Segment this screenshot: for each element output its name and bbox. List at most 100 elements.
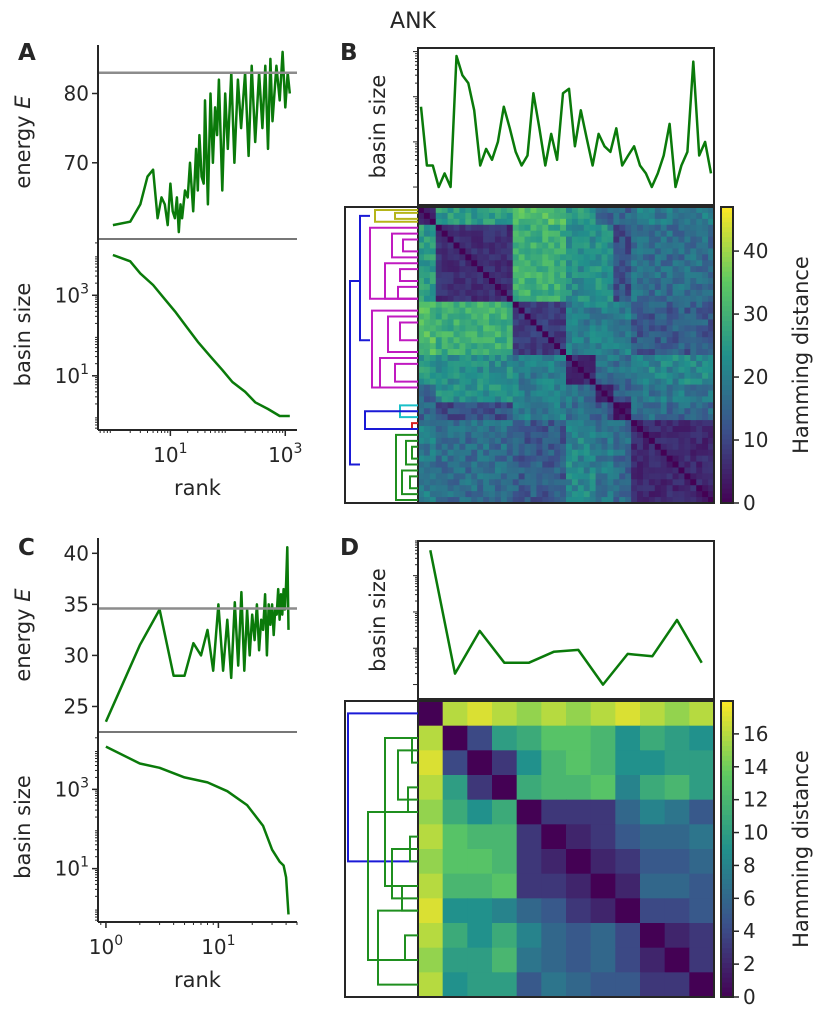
- panel-b-heatmap-cell: [530, 414, 537, 421]
- panel-d-colorbar-segment: [721, 834, 733, 840]
- panel-b-heatmap-cell: [459, 420, 466, 427]
- panel-b-heatmap-cell: [447, 449, 455, 457]
- panel-b-heatmap-cell: [566, 272, 573, 279]
- panel-b-heatmap-cell: [524, 260, 532, 267]
- panel-b-heatmap-cell: [441, 396, 449, 403]
- panel-b-heatmap-cell: [637, 378, 644, 386]
- panel-b-heatmap-cell: [571, 289, 579, 297]
- panel-b-heatmap-cell: [441, 266, 449, 273]
- panel-b-heatmap-cell: [435, 236, 443, 244]
- panel-b-heatmap-cell: [625, 431, 632, 439]
- panel-b-heatmap-cell: [548, 283, 555, 291]
- panel-b-heatmap-cell: [654, 437, 662, 445]
- panel-b-heatmap-cell: [660, 473, 668, 480]
- panel-b-heatmap-cell: [489, 289, 496, 297]
- panel-b-heatmap-cell: [423, 443, 431, 451]
- panel-b-heatmap-cell: [654, 449, 662, 457]
- panel-b-heatmap-cell: [500, 254, 508, 261]
- panel-b-heatmap-cell: [619, 272, 626, 279]
- panel-b-heatmap-cell: [631, 461, 638, 469]
- panel-b-heatmap-cell: [471, 307, 478, 315]
- panel-b-heatmap-cell: [471, 473, 478, 480]
- panel-b-heatmap-cell: [471, 372, 478, 380]
- panel-b-heatmap-cell: [583, 218, 591, 226]
- panel-b-heatmap-cell: [666, 473, 674, 480]
- panel-d-heatmap-cell: [664, 947, 690, 973]
- panel-b-heatmap-cell: [678, 266, 685, 273]
- panel-b-colorbar-tick-label: 10: [743, 428, 768, 452]
- panel-b-heatmap-cell: [654, 313, 662, 321]
- panel-b-heatmap-cell: [447, 461, 455, 469]
- panel-b-heatmap-cell: [435, 437, 443, 445]
- panel-b-heatmap-cell: [465, 497, 472, 504]
- panel-d-colorbar-segment: [721, 701, 733, 707]
- panel-b-heatmap-cell: [524, 248, 532, 255]
- panel-b-heatmap-cell: [601, 313, 609, 321]
- panel-b-heatmap-cell: [447, 485, 455, 492]
- panel-d-heatmap-cell: [516, 775, 542, 801]
- panel-d-heatmap-cell: [615, 725, 641, 751]
- panel-b-heatmap-cell: [483, 414, 490, 421]
- panel-b-heatmap-cell: [494, 390, 502, 398]
- panel-d-heatmap-cell: [664, 725, 690, 751]
- panel-b-heatmap-cell: [589, 414, 597, 421]
- panel-b-heatmap-cell: [441, 360, 449, 368]
- panel-b-heatmap-cell: [566, 242, 573, 250]
- panel-b-heatmap-cell: [477, 467, 484, 474]
- panel-b-heatmap-cell: [548, 266, 555, 273]
- panel-b-heatmap-cell: [530, 408, 537, 415]
- panel-b-heatmap-cell: [536, 331, 543, 338]
- panel-b-heatmap-cell: [512, 467, 520, 474]
- panel-b-heatmap-cell: [637, 473, 644, 480]
- panel-b-heatmap-cell: [666, 325, 674, 332]
- panel-b-heatmap-cell: [690, 366, 697, 374]
- panel-b-heatmap-cell: [418, 360, 425, 368]
- panel-b-heatmap-cell: [660, 260, 668, 267]
- panel-b-heatmap-cell: [654, 402, 662, 409]
- panel-b-heatmap-cell: [625, 437, 632, 445]
- panel-b-heatmap-cell: [542, 431, 549, 439]
- panel-b-heatmap-cell: [619, 408, 626, 415]
- panel-b-heatmap-cell: [483, 431, 490, 439]
- panel-b-heatmap-cell: [453, 266, 461, 273]
- panel-b-heatmap-cell: [423, 307, 431, 315]
- panel-b-heatmap-cell: [577, 254, 585, 261]
- panel-b-heatmap-cell: [423, 467, 431, 474]
- panel-b-heatmap-cell: [708, 343, 715, 350]
- panel-b-heatmap-cell: [631, 278, 638, 285]
- panel-b-heatmap-cell: [672, 360, 680, 368]
- panel-b-heatmap-cell: [441, 307, 449, 315]
- panel-b-heatmap-cell: [637, 337, 644, 344]
- panel-b-heatmap-cell: [631, 289, 638, 297]
- panel-b-heatmap-cell: [429, 491, 437, 498]
- panel-d-heatmap-cell: [615, 873, 641, 899]
- panel-b-heatmap-cell: [708, 426, 715, 433]
- panel-b-heatmap-cell: [613, 272, 620, 279]
- panel-b-colorbar-segment: [721, 261, 733, 267]
- panel-b-heatmap-cell: [601, 218, 609, 226]
- panel-b-heatmap-cell: [637, 420, 644, 427]
- panel-b-heatmap-cell: [648, 224, 656, 232]
- panel-b-heatmap-cell: [483, 278, 490, 285]
- panel-b-heatmap-cell: [708, 437, 715, 445]
- panel-d-heatmap-cell: [516, 824, 542, 850]
- panel-b-heatmap-cell: [666, 254, 674, 261]
- panel-b-heatmap-cell: [500, 384, 508, 392]
- panel-b-heatmap-cell: [613, 218, 620, 226]
- panel-b-heatmap-cell: [500, 366, 508, 374]
- panel-d-heatmap-cell: [566, 775, 592, 801]
- panel-b-heatmap-cell: [577, 473, 585, 480]
- panel-b-heatmap-cell: [660, 479, 668, 486]
- panel-b-heatmap-cell: [571, 230, 579, 238]
- panel-b-heatmap-cell: [453, 473, 461, 480]
- panel-b-heatmap-cell: [560, 491, 567, 498]
- panel-b-heatmap-cell: [453, 455, 461, 463]
- panel-b-heatmap-cell: [660, 426, 668, 433]
- panel-b-heatmap-cell: [619, 449, 626, 457]
- panel-b-heatmap-cell: [435, 266, 443, 273]
- panel-b-heatmap-cell: [702, 420, 709, 427]
- panel-b-heatmap-cell: [589, 248, 597, 255]
- panel-d-heatmap-cell: [516, 873, 542, 899]
- panel-b-heatmap-cell: [637, 248, 644, 255]
- panel-b-heatmap-cell: [625, 301, 632, 309]
